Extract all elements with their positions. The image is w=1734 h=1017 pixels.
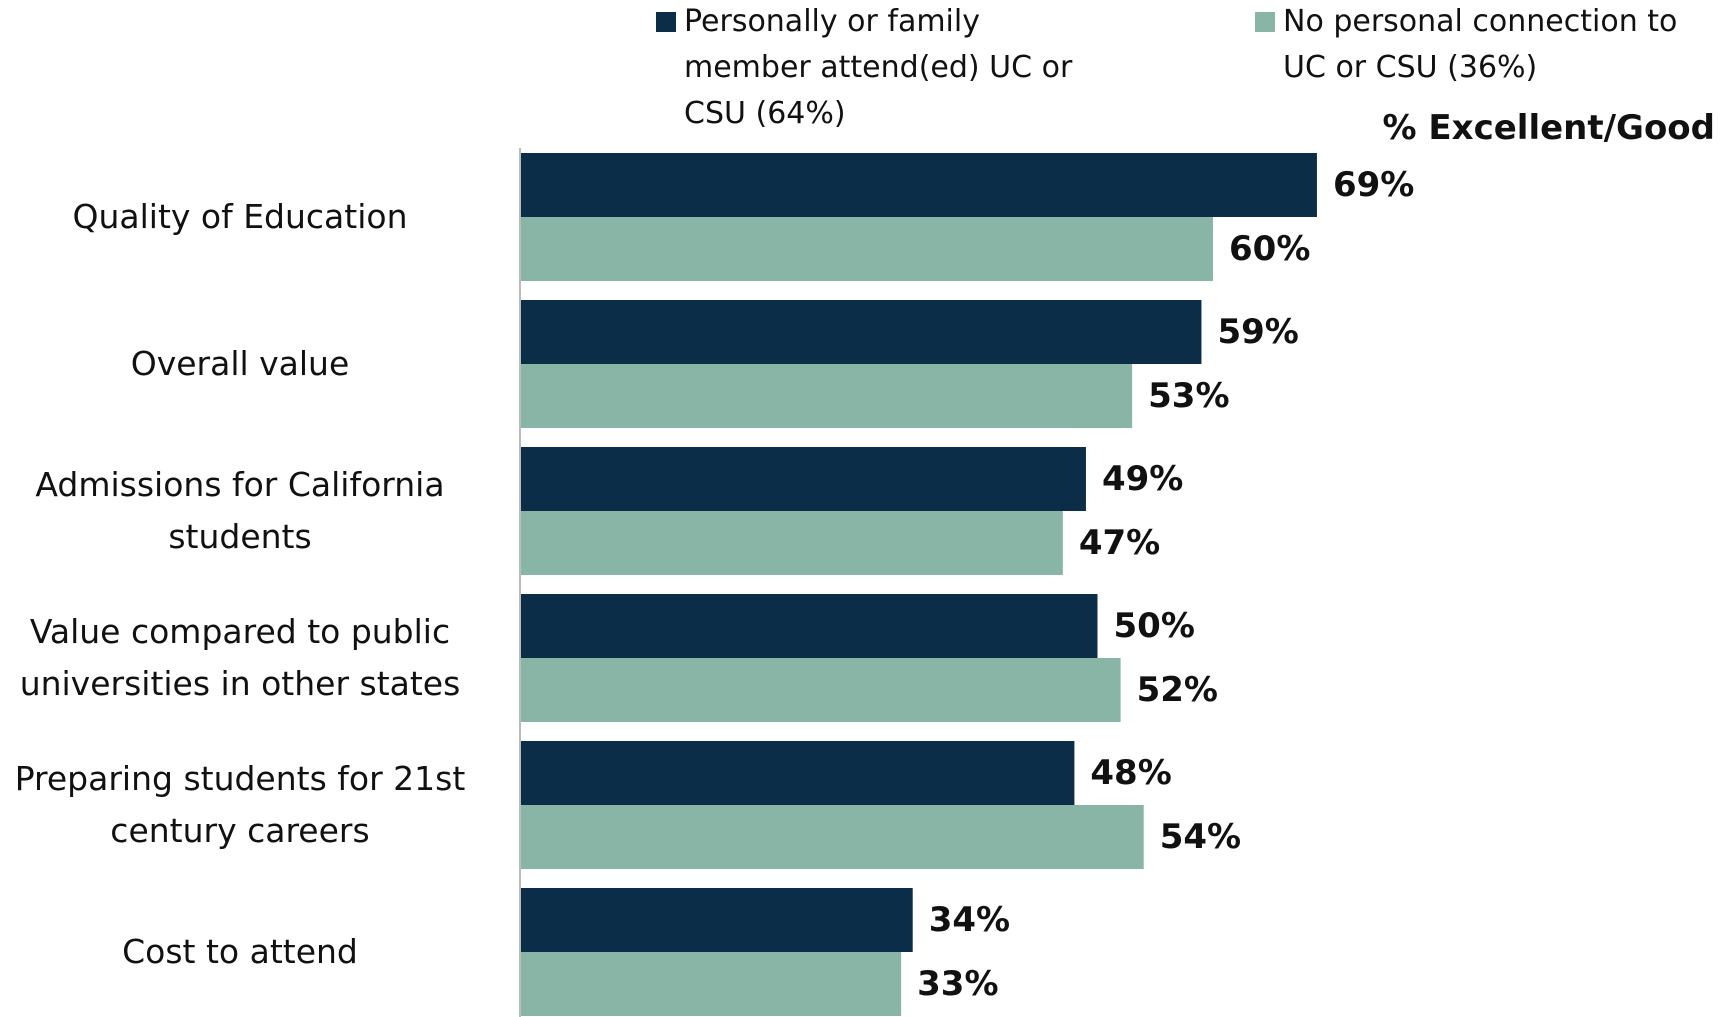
value-label: 33% <box>917 964 999 1004</box>
legend-label: Personally or family member attend(ed) U… <box>684 4 1073 131</box>
value-label: 50% <box>1113 606 1195 646</box>
axis-title: % Excellent/Good <box>1382 108 1715 148</box>
bar <box>520 805 1144 869</box>
value-label: 34% <box>928 900 1011 940</box>
bar <box>520 952 902 1016</box>
bar <box>520 658 1121 722</box>
bar <box>520 594 1098 658</box>
value-label: 69% <box>1332 165 1415 205</box>
legend-swatch <box>656 12 676 32</box>
legend-label: No personal connection to UC or CSU (36%… <box>1283 4 1678 85</box>
bar <box>520 364 1133 428</box>
category-label: Quality of Education <box>72 197 408 236</box>
category-label: Overall value <box>130 344 350 383</box>
category-label: Admissions for California students <box>35 465 445 556</box>
bar <box>520 511 1063 575</box>
bar <box>520 447 1086 511</box>
legend-swatch <box>1255 12 1275 32</box>
category-label: Value compared to public universities in… <box>19 612 461 703</box>
bar <box>520 153 1317 217</box>
bar <box>520 300 1202 364</box>
value-label: 53% <box>1148 376 1230 416</box>
value-label: 52% <box>1136 670 1218 710</box>
bar <box>520 741 1075 805</box>
value-label: 48% <box>1090 753 1172 793</box>
value-label: 49% <box>1101 459 1184 499</box>
category-label: Cost to attend <box>122 932 358 971</box>
value-label: 60% <box>1229 229 1311 269</box>
category-label: Preparing students for 21st century care… <box>14 759 466 850</box>
value-label: 54% <box>1159 817 1242 857</box>
bar <box>520 888 913 952</box>
value-label: 47% <box>1078 523 1161 563</box>
bar <box>520 217 1213 281</box>
value-label: 59% <box>1217 312 1299 352</box>
